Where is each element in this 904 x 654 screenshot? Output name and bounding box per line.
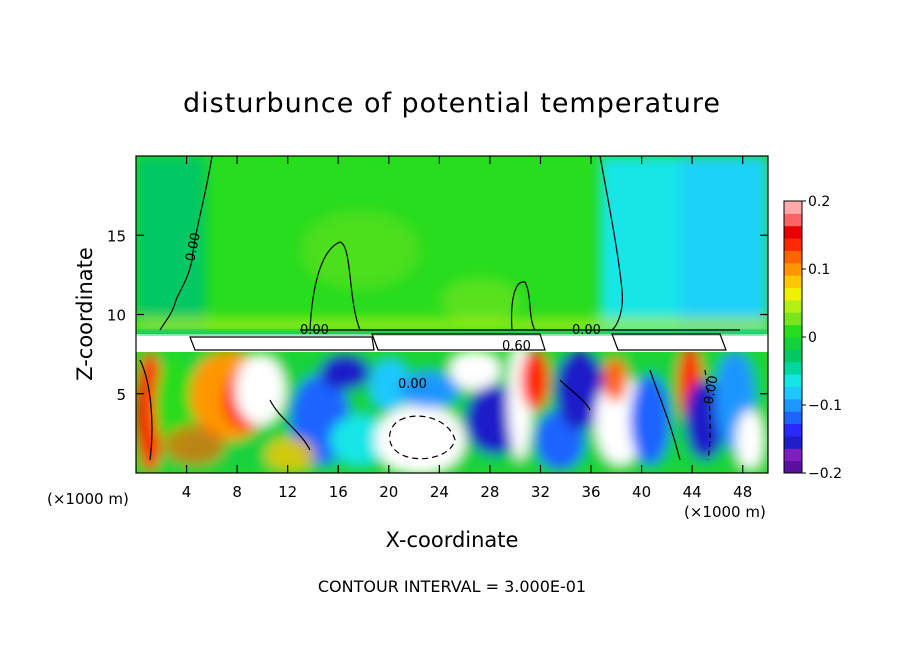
colorbar-swatch xyxy=(784,423,802,437)
colorbar-swatch xyxy=(784,349,802,363)
x-axis-label: X-coordinate xyxy=(386,528,519,552)
colorbar-swatch xyxy=(784,398,802,412)
lower-field xyxy=(136,340,768,473)
chart-title: disturbunce of potential temperature xyxy=(183,88,721,119)
contour-label: 0.00 xyxy=(702,374,722,405)
colorbar: 0.2 0.1 0 −0.1 −0.2 xyxy=(783,194,842,482)
x-tick-label: 28 xyxy=(480,483,499,501)
colorbar-swatch xyxy=(784,386,802,400)
x-tick-label: 32 xyxy=(531,483,550,501)
colorbar-swatch xyxy=(784,448,802,462)
colorbar-tick-label: −0.1 xyxy=(808,398,842,414)
colorbar-swatch xyxy=(784,225,802,239)
y-tick-label: 5 xyxy=(116,386,126,404)
contour-label: 0.00 xyxy=(183,231,204,262)
x-axis-units: (×1000 m) xyxy=(684,503,766,521)
contour-labels: 0.00 0.00 0.60 0.00 0.00 0.00 xyxy=(183,231,721,405)
colorbar-swatch xyxy=(784,324,802,338)
y-axis-label: Z-coordinate xyxy=(73,247,97,381)
contour-interval-footer: CONTOUR INTERVAL = 3.000E-01 xyxy=(318,577,586,596)
colorbar-swatch xyxy=(784,460,802,474)
x-tick-label: 40 xyxy=(632,483,651,501)
x-tick-label: 8 xyxy=(232,483,242,501)
contour-lines xyxy=(139,156,740,461)
colorbar-swatch xyxy=(784,250,802,264)
colorbar-swatch xyxy=(784,275,802,289)
colorbar-swatch xyxy=(784,312,802,326)
x-tick-label: 20 xyxy=(379,483,398,501)
y-axis-units: (×1000 m) xyxy=(47,490,129,508)
x-tick-label: 24 xyxy=(430,483,449,501)
colorbar-swatch xyxy=(784,201,802,214)
colorbar-tick-label: −0.2 xyxy=(808,466,842,482)
colorbar-swatch xyxy=(784,374,802,387)
colorbar-swatch xyxy=(784,411,802,425)
contour-label: 0.60 xyxy=(502,339,531,354)
y-axis: 5 10 15 xyxy=(107,227,768,404)
plot-area: 0.00 0.00 0.60 0.00 0.00 0.00 xyxy=(136,156,768,473)
x-tick-label: 12 xyxy=(278,483,297,501)
colorbar-swatch xyxy=(784,213,802,227)
colorbar-swatch xyxy=(784,435,802,449)
colorbar-swatch xyxy=(784,337,802,350)
boundary-layer xyxy=(136,330,768,352)
x-tick-label: 16 xyxy=(329,483,348,501)
colorbar-tick-label: 0 xyxy=(808,330,817,346)
colorbar-swatch xyxy=(784,361,802,375)
upper-field xyxy=(136,156,768,336)
colorbar-tick-label: 0.1 xyxy=(808,262,830,278)
x-axis: 4 8 12 16 20 24 28 32 36 40 44 48 xyxy=(182,156,752,501)
contour-label: 0.00 xyxy=(398,377,427,392)
colorbar-swatch xyxy=(784,287,802,301)
colorbar-swatch xyxy=(784,299,802,313)
x-tick-label: 48 xyxy=(733,483,752,501)
x-tick-label: 4 xyxy=(182,483,192,501)
x-tick-label: 36 xyxy=(581,483,600,501)
colorbar-tick-label: 0.2 xyxy=(808,194,830,210)
contour-label: 0.00 xyxy=(300,323,329,338)
contour-label: 0.00 xyxy=(572,323,601,338)
y-tick-label: 10 xyxy=(107,307,126,325)
x-tick-label: 44 xyxy=(683,483,702,501)
colorbar-swatch xyxy=(784,262,802,276)
colorbar-swatch xyxy=(784,238,802,251)
y-tick-label: 15 xyxy=(107,227,126,245)
